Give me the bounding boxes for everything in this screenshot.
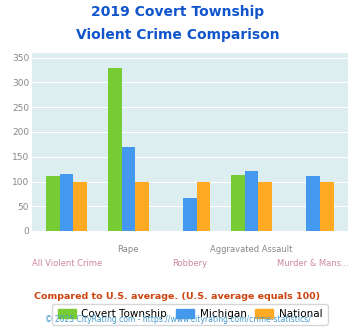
Bar <box>231 175 245 231</box>
Bar <box>121 147 135 231</box>
Bar <box>320 182 334 231</box>
Bar <box>306 176 320 231</box>
Text: Aggravated Assault: Aggravated Assault <box>211 245 293 254</box>
Text: 2019 Covert Township: 2019 Covert Township <box>91 5 264 19</box>
Bar <box>46 176 60 231</box>
Text: Murder & Mans...: Murder & Mans... <box>277 259 349 268</box>
Text: Violent Crime Comparison: Violent Crime Comparison <box>76 28 279 42</box>
Text: Robbery: Robbery <box>173 259 207 268</box>
Bar <box>258 182 272 231</box>
Bar <box>197 182 210 231</box>
Bar <box>183 198 197 231</box>
Bar <box>73 182 87 231</box>
Bar <box>60 174 73 231</box>
Bar <box>108 68 121 231</box>
Text: © 2025 CityRating.com - https://www.cityrating.com/crime-statistics/: © 2025 CityRating.com - https://www.city… <box>45 315 310 324</box>
Legend: Covert Township, Michigan, National: Covert Township, Michigan, National <box>52 304 328 325</box>
Text: Rape: Rape <box>118 245 139 254</box>
Text: Compared to U.S. average. (U.S. average equals 100): Compared to U.S. average. (U.S. average … <box>34 292 321 301</box>
Bar <box>245 171 258 231</box>
Bar <box>135 182 149 231</box>
Text: All Violent Crime: All Violent Crime <box>32 259 102 268</box>
